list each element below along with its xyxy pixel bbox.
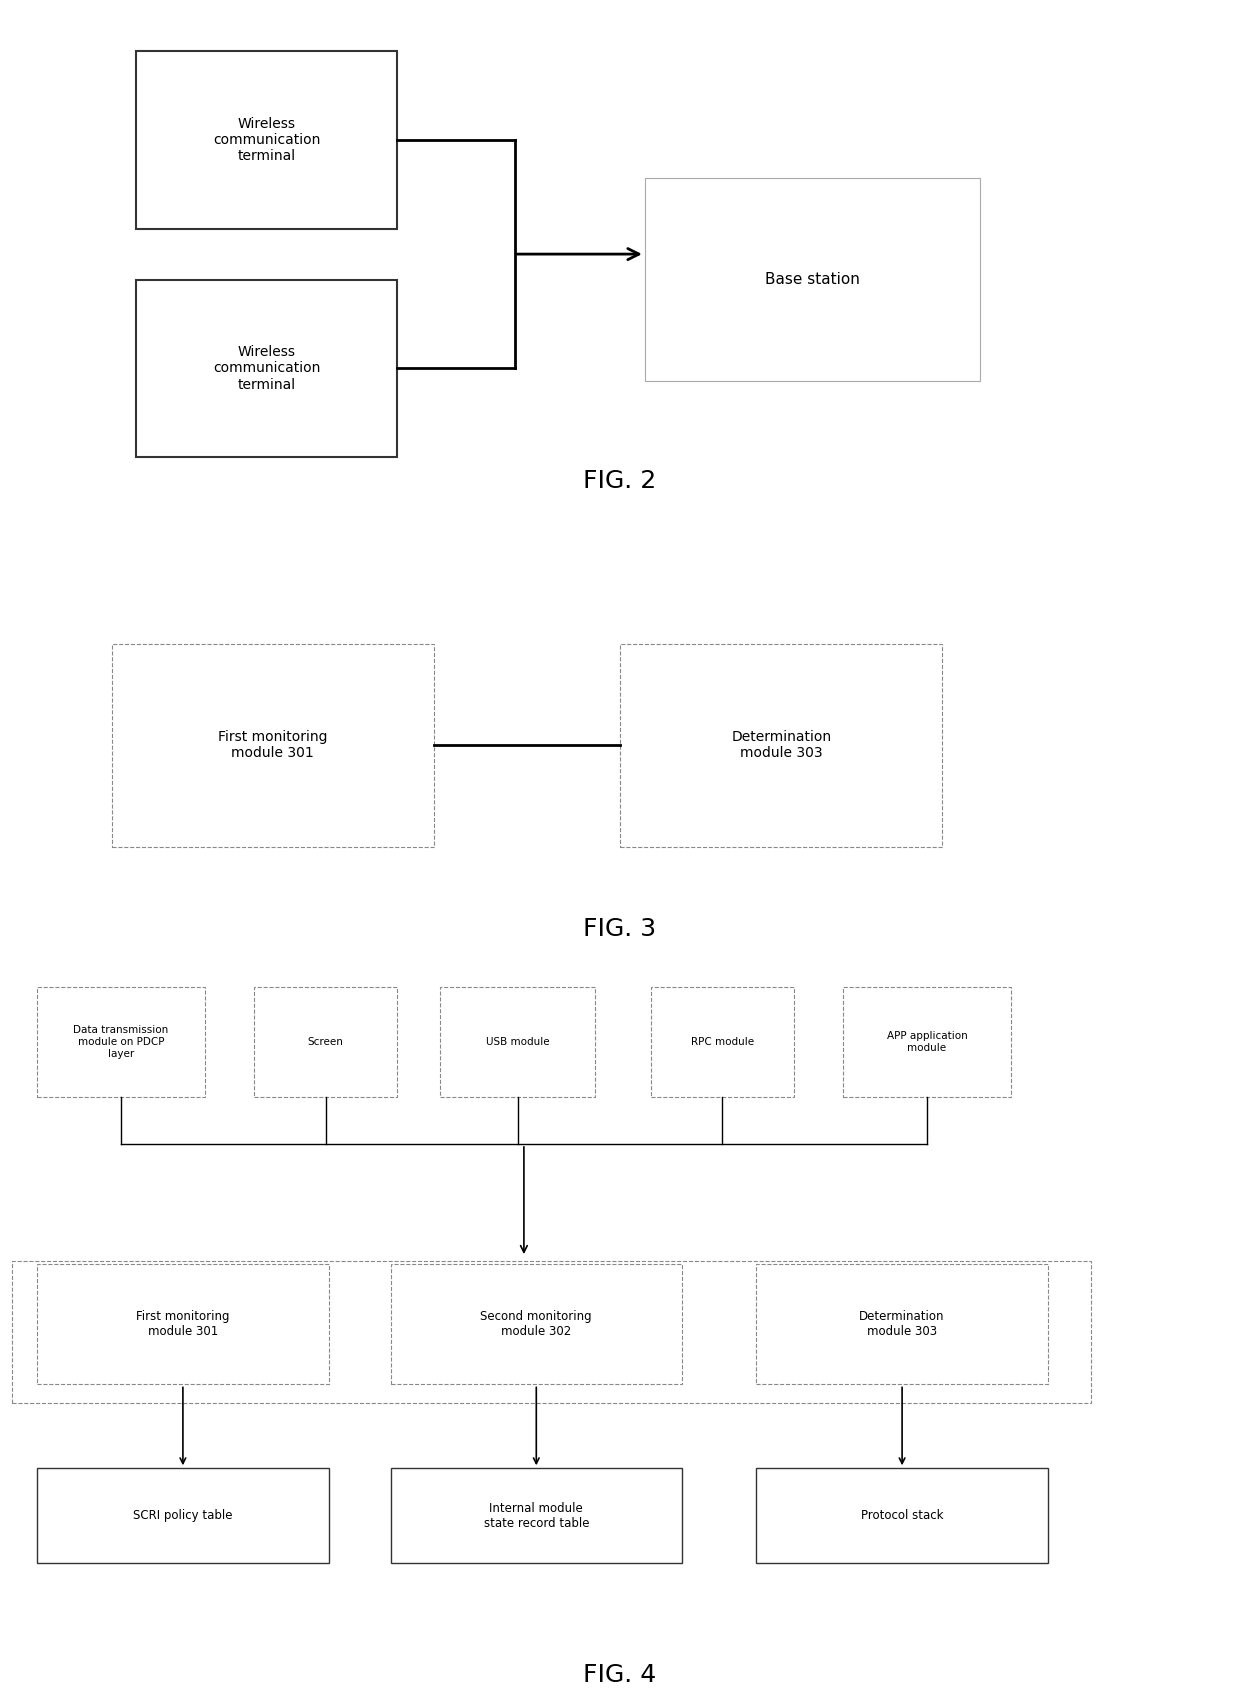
Text: Wireless
communication
terminal: Wireless communication terminal	[213, 346, 320, 391]
Text: FIG. 2: FIG. 2	[583, 469, 657, 493]
Text: Second monitoring
module 302: Second monitoring module 302	[480, 1311, 593, 1338]
Text: RPC module: RPC module	[691, 1037, 754, 1047]
FancyBboxPatch shape	[254, 988, 397, 1096]
FancyBboxPatch shape	[440, 988, 595, 1096]
Text: FIG. 4: FIG. 4	[583, 1664, 657, 1687]
FancyBboxPatch shape	[136, 280, 397, 457]
Text: Screen: Screen	[308, 1037, 343, 1047]
FancyBboxPatch shape	[651, 988, 794, 1096]
FancyBboxPatch shape	[37, 1469, 329, 1564]
Text: APP application
module: APP application module	[887, 1032, 967, 1054]
Text: Determination
module 303: Determination module 303	[859, 1311, 945, 1338]
FancyBboxPatch shape	[645, 178, 980, 381]
Text: Data transmission
module on PDCP
layer: Data transmission module on PDCP layer	[73, 1025, 169, 1059]
Text: Base station: Base station	[765, 273, 859, 286]
FancyBboxPatch shape	[843, 988, 1011, 1096]
FancyBboxPatch shape	[756, 1264, 1048, 1384]
Text: USB module: USB module	[486, 1037, 549, 1047]
FancyBboxPatch shape	[620, 644, 942, 847]
Text: Wireless
communication
terminal: Wireless communication terminal	[213, 117, 320, 163]
Text: Determination
module 303: Determination module 303	[732, 730, 831, 761]
Text: Internal module
state record table: Internal module state record table	[484, 1501, 589, 1530]
Text: Protocol stack: Protocol stack	[861, 1509, 944, 1521]
Text: FIG. 3: FIG. 3	[584, 916, 656, 940]
Text: SCRI policy table: SCRI policy table	[133, 1509, 233, 1521]
Text: First monitoring
module 301: First monitoring module 301	[218, 730, 327, 761]
FancyBboxPatch shape	[37, 1264, 329, 1384]
Text: First monitoring
module 301: First monitoring module 301	[136, 1311, 229, 1338]
FancyBboxPatch shape	[391, 1264, 682, 1384]
FancyBboxPatch shape	[37, 988, 205, 1096]
FancyBboxPatch shape	[112, 644, 434, 847]
FancyBboxPatch shape	[391, 1469, 682, 1564]
FancyBboxPatch shape	[136, 51, 397, 229]
FancyBboxPatch shape	[756, 1469, 1048, 1564]
